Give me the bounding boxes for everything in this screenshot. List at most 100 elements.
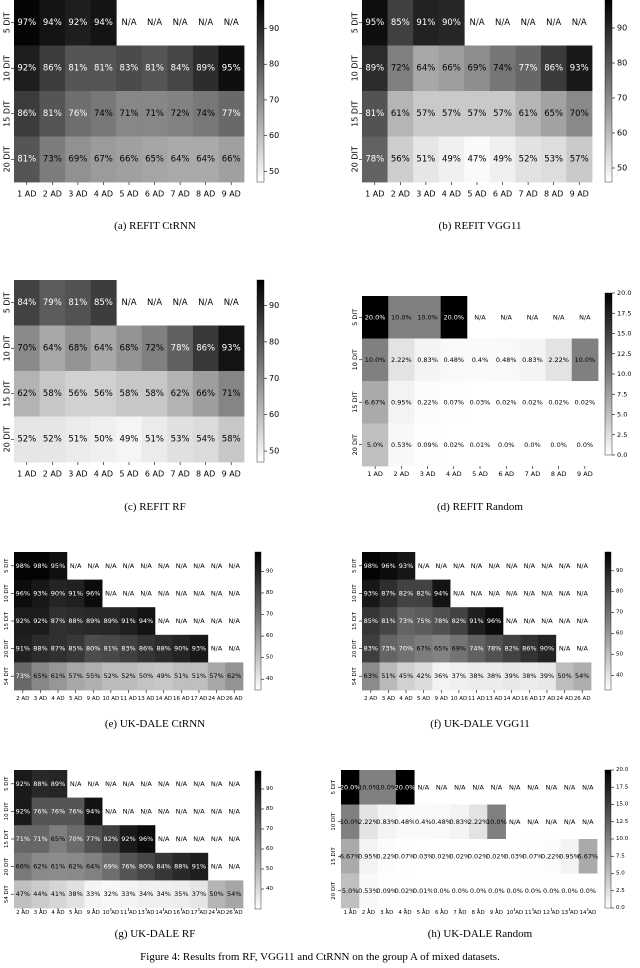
x-tick-label: 13 AD: [138, 696, 155, 702]
x-tick-label: 13 AD: [561, 910, 578, 916]
heatmap-cell: [485, 634, 504, 663]
cell-label: N/A: [70, 780, 82, 788]
heatmap-cell: [467, 607, 486, 636]
y-tick-label: 20 DIT: [4, 857, 10, 876]
heatmap-cell: [341, 839, 360, 874]
cell-label: 64%: [416, 63, 435, 73]
heatmap-cell: [505, 873, 525, 909]
cell-label: 0.03%: [470, 398, 491, 406]
heatmap-panel-8: 20.0%10.0%10.0%20.0% N/A N/A N/A N/A N/A N/A N/…: [331, 767, 629, 940]
cell-label: 51%: [381, 672, 395, 680]
cell-label: N/A: [105, 589, 117, 597]
y-tick-label: 15 DIT: [3, 101, 12, 127]
heatmap-cell: [432, 804, 452, 840]
colorbar-tick-label: 10.0: [617, 370, 631, 378]
heatmap-cell: [14, 0, 40, 46]
heatmap-cell: [172, 852, 191, 881]
heatmap-cell: [137, 852, 156, 881]
heatmap-cell: [395, 804, 415, 840]
cell-label: 71%: [145, 109, 164, 119]
heatmap-cell: [467, 662, 486, 691]
cell-label: 0.48%: [431, 818, 452, 826]
heatmap-cell: [39, 136, 66, 183]
heatmap-cell: [190, 852, 209, 881]
heatmap-cell: [192, 371, 219, 417]
heatmap-cell: [49, 607, 68, 636]
cell-label: N/A: [88, 562, 100, 570]
cell-label: 90%: [540, 645, 554, 653]
x-tick-label: 3 AD: [34, 696, 47, 702]
heatmap-cell: [102, 825, 121, 854]
y-tick-label: 20 DIT: [351, 434, 359, 455]
colorbar-tick-label: 60: [266, 633, 273, 639]
y-tick-label: 10 DIT: [4, 584, 10, 603]
cell-label: 0.53%: [358, 887, 379, 895]
panel-caption: (b) REFIT VGG11: [439, 220, 522, 232]
cell-label: 98%: [33, 562, 47, 570]
x-tick-label: 5 AD: [467, 190, 486, 199]
heatmap-cell: [450, 607, 469, 636]
heatmap-cell: [578, 839, 598, 874]
heatmap-cell: [438, 91, 465, 137]
cell-label: 74%: [196, 109, 215, 119]
cell-label: 69%: [104, 863, 118, 871]
heatmap-cell: [102, 634, 121, 663]
heatmap-cell: [119, 880, 138, 909]
heatmap-cell: [14, 607, 33, 636]
cell-label: N/A: [506, 617, 518, 625]
cell-label: N/A: [228, 835, 240, 843]
heatmap-cell: [540, 136, 567, 183]
heatmap-cell: [571, 338, 599, 382]
heatmap-cell: [66, 662, 85, 691]
y-tick-label: 10 DIT: [331, 812, 337, 831]
y-tick-label: 20 DIT: [331, 881, 337, 900]
cell-label: 49%: [120, 434, 139, 444]
heatmap-cell: [49, 634, 68, 663]
y-tick-label: 54 DIT: [4, 667, 10, 686]
cell-label: 80%: [139, 863, 153, 871]
heatmap-cell: [14, 852, 33, 881]
heatmap-cell: [489, 91, 516, 137]
heatmap-cell: [573, 662, 592, 691]
y-tick-label: 15 DIT: [331, 847, 337, 866]
heatmap-cell: [414, 607, 433, 636]
cell-label: N/A: [88, 780, 100, 788]
cell-label: 71%: [16, 835, 30, 843]
cell-label: 33%: [121, 890, 135, 898]
cell-label: N/A: [211, 863, 223, 871]
cell-label: N/A: [198, 18, 213, 28]
cell-label: 86%: [139, 645, 153, 653]
cell-label: 90%: [51, 589, 65, 597]
cell-label: 62%: [171, 389, 190, 399]
cell-label: 0.02%: [548, 398, 569, 406]
heatmap-cell: [523, 839, 543, 874]
heatmap-cell: [489, 136, 516, 183]
cell-label: 66%: [16, 863, 30, 871]
heatmap-cell: [341, 804, 360, 840]
cell-label: N/A: [228, 780, 240, 788]
heatmap-cell: [172, 634, 191, 663]
cell-label: N/A: [193, 835, 205, 843]
cell-label: 51%: [68, 434, 87, 444]
cell-label: 2.22%: [391, 356, 412, 364]
cell-label: 35%: [174, 890, 188, 898]
cell-label: 0.0%: [498, 441, 515, 449]
cell-label: 0.22%: [376, 852, 397, 860]
x-tick-label: 5 AD: [119, 190, 138, 199]
cell-label: N/A: [582, 818, 594, 826]
x-tick-label: 11 AD: [120, 696, 137, 702]
heatmap-cell: [414, 839, 433, 874]
cell-label: N/A: [524, 617, 536, 625]
y-tick-label: 5 DIT: [4, 776, 10, 791]
heatmap-cell: [341, 770, 360, 805]
heatmap-cell: [387, 0, 414, 46]
cell-label: 57%: [493, 109, 512, 119]
cell-label: 83%: [120, 63, 139, 73]
x-tick-label: 4 AD: [94, 190, 113, 199]
x-tick-label: 4 AD: [51, 696, 64, 702]
x-tick-label: 24 AD: [208, 696, 225, 702]
panel-caption: (g) UK-DALE RF: [115, 928, 196, 940]
heatmap-cell: [414, 296, 442, 339]
cell-label: 52%: [104, 672, 118, 680]
cell-label: 75%: [416, 617, 430, 625]
